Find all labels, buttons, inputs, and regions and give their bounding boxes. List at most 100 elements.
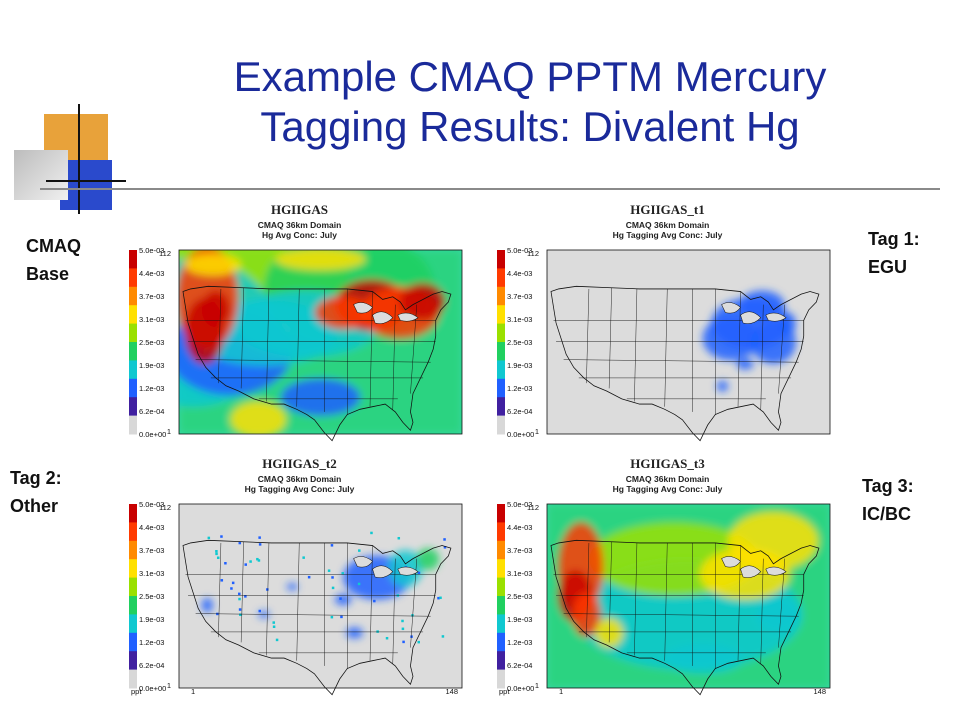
colorbar-tick-label: 1.9e-03 — [139, 361, 164, 370]
colorbar-segment — [497, 614, 505, 634]
map-subtitle-domain: CMAQ 36km Domain — [626, 474, 710, 484]
colorbar-tick-label: 3.1e-03 — [507, 569, 532, 578]
map-subtitle-period: Hg Tagging Avg Conc: July — [613, 484, 723, 494]
colorbar-tick-label: 5.0e-03 — [507, 246, 532, 255]
colorbar-segment — [129, 305, 137, 325]
map-panel-hgiigas: HGIIGAS CMAQ 36km Domain Hg Avg Conc: July… — [127, 192, 472, 444]
y-axis-max-label: 112 — [159, 503, 171, 512]
decor-vertical-line — [78, 104, 80, 214]
concentration-field — [179, 250, 462, 434]
colorbar-segment — [129, 669, 137, 689]
colorbar-tick-label: 6.2e-04 — [139, 407, 164, 416]
y-axis-max-label: 112 — [159, 249, 171, 258]
colorbar-segment — [129, 415, 137, 435]
colorbar-segment — [497, 397, 505, 417]
colorbar-tick-label: 1.2e-03 — [139, 384, 164, 393]
y-axis-min-label: 1 — [535, 427, 539, 436]
map-panel-hgiigas-t2: HGIIGAS_t2 CMAQ 36km Domain Hg Tagging Avg… — [127, 446, 472, 696]
slide-title-line2: Tagging Results: Divalent Hg — [260, 103, 800, 150]
colorbar-tick-label: 5.0e-03 — [139, 246, 164, 255]
map-title: HGIIGAS — [271, 202, 328, 217]
colorbar-segment — [497, 268, 505, 288]
colorbar-segment — [497, 342, 505, 361]
colorbar-tick-label: 0.0e+00 — [139, 684, 166, 693]
x-axis-min-label: 1 — [559, 687, 563, 696]
label-tag3-line2: IC/BC — [862, 504, 911, 524]
colorbar-segment — [129, 559, 137, 579]
colorbar-tick-label: 0.0e+00 — [507, 684, 534, 693]
colorbar-tick-label: 3.7e-03 — [507, 546, 532, 555]
colorbar-tick-label: 4.4e-03 — [507, 523, 532, 532]
colorbar-segment — [497, 559, 505, 579]
map-title: HGIIGAS_t3 — [630, 456, 705, 471]
colorbar-tick-label: 3.1e-03 — [139, 315, 164, 324]
concentration-field — [179, 504, 462, 688]
concentration-field — [547, 250, 830, 434]
colorbar-segment — [497, 669, 505, 689]
slide-title-line1: Example CMAQ PPTM Mercury — [233, 53, 827, 100]
map-subtitle-period: Hg Tagging Avg Conc: July — [245, 484, 355, 494]
decor-blue-square — [60, 160, 112, 210]
colorbar-tick-label: 2.5e-03 — [507, 338, 532, 347]
y-axis-min-label: 1 — [167, 427, 171, 436]
colorbar-tick-label: 5.0e-03 — [139, 500, 164, 509]
colorbar-segment — [129, 577, 137, 597]
label-tag3: Tag 3: IC/BC — [862, 472, 914, 528]
label-cmaq-base-line1: CMAQ — [26, 236, 81, 256]
colorbar-segment — [497, 577, 505, 597]
colorbar-segment — [497, 360, 505, 380]
colorbar-segment — [129, 378, 137, 398]
map-panel-hgiigas-t1: HGIIGAS_t1 CMAQ 36km Domain Hg Tagging Avg… — [495, 192, 840, 444]
x-axis-max-label: 148 — [813, 687, 826, 696]
colorbar-tick-label: 2.5e-03 — [139, 338, 164, 347]
label-tag1-line2: EGU — [868, 257, 908, 277]
label-cmaq-base: CMAQ Base — [26, 232, 81, 288]
colorbar-segment — [129, 323, 137, 343]
colorbar-tick-label: 3.7e-03 — [139, 546, 164, 555]
colorbar-tick-label: 6.2e-04 — [507, 407, 532, 416]
colorbar-tick-label: 1.2e-03 — [507, 384, 532, 393]
map-frame — [546, 503, 831, 689]
label-tag2-line1: Tag 2: — [10, 468, 62, 488]
map-title: HGIIGAS_t1 — [630, 202, 704, 217]
colorbar-tick-label: 3.1e-03 — [507, 315, 532, 324]
colorbar-unit: ppt — [131, 687, 142, 696]
label-cmaq-base-line2: Base — [26, 264, 70, 284]
colorbar-tick-label: 3.7e-03 — [139, 292, 164, 301]
colorbar-tick-label: 3.1e-03 — [139, 569, 164, 578]
colorbar-tick-label: 2.5e-03 — [139, 592, 164, 601]
map-outline — [182, 285, 452, 442]
colorbar-segment — [497, 522, 505, 542]
map-frame — [546, 249, 831, 435]
colorbar-segment — [497, 596, 505, 615]
colorbar-segment — [129, 632, 137, 652]
map-outline — [550, 285, 820, 442]
label-tag1: Tag 1: EGU — [868, 225, 920, 281]
y-axis-min-label: 1 — [167, 681, 171, 690]
title-divider — [40, 188, 940, 190]
y-axis-max-label: 112 — [527, 249, 539, 258]
colorbar-segment — [497, 632, 505, 652]
colorbar-segment — [129, 596, 137, 615]
colorbar-segment — [129, 360, 137, 380]
colorbar-tick-label: 6.2e-04 — [507, 661, 532, 670]
map-panel-hgiigas-t3: HGIIGAS_t3 CMAQ 36km Domain Hg Tagging Avg… — [495, 446, 840, 696]
colorbar-segment — [129, 504, 137, 523]
map-subtitle-domain: CMAQ 36km Domain — [258, 474, 342, 484]
colorbar-segment — [497, 286, 505, 306]
map-outline — [550, 539, 820, 696]
x-axis-max-label: 148 — [445, 687, 458, 696]
y-axis-min-label: 1 — [535, 681, 539, 690]
colorbar-tick-label: 1.9e-03 — [507, 361, 532, 370]
map-frame — [178, 249, 463, 435]
colorbar-tick-label: 0.0e+00 — [139, 430, 166, 439]
colorbar-tick-label: 1.9e-03 — [139, 615, 164, 624]
decor-horizontal-line — [46, 180, 126, 182]
label-tag1-line1: Tag 1: — [868, 229, 920, 249]
colorbar-tick-label: 1.9e-03 — [507, 615, 532, 624]
colorbar-segment — [497, 415, 505, 435]
colorbar-tick-label: 2.5e-03 — [507, 592, 532, 601]
concentration-field — [547, 504, 830, 688]
colorbar-tick-label: 1.2e-03 — [507, 638, 532, 647]
